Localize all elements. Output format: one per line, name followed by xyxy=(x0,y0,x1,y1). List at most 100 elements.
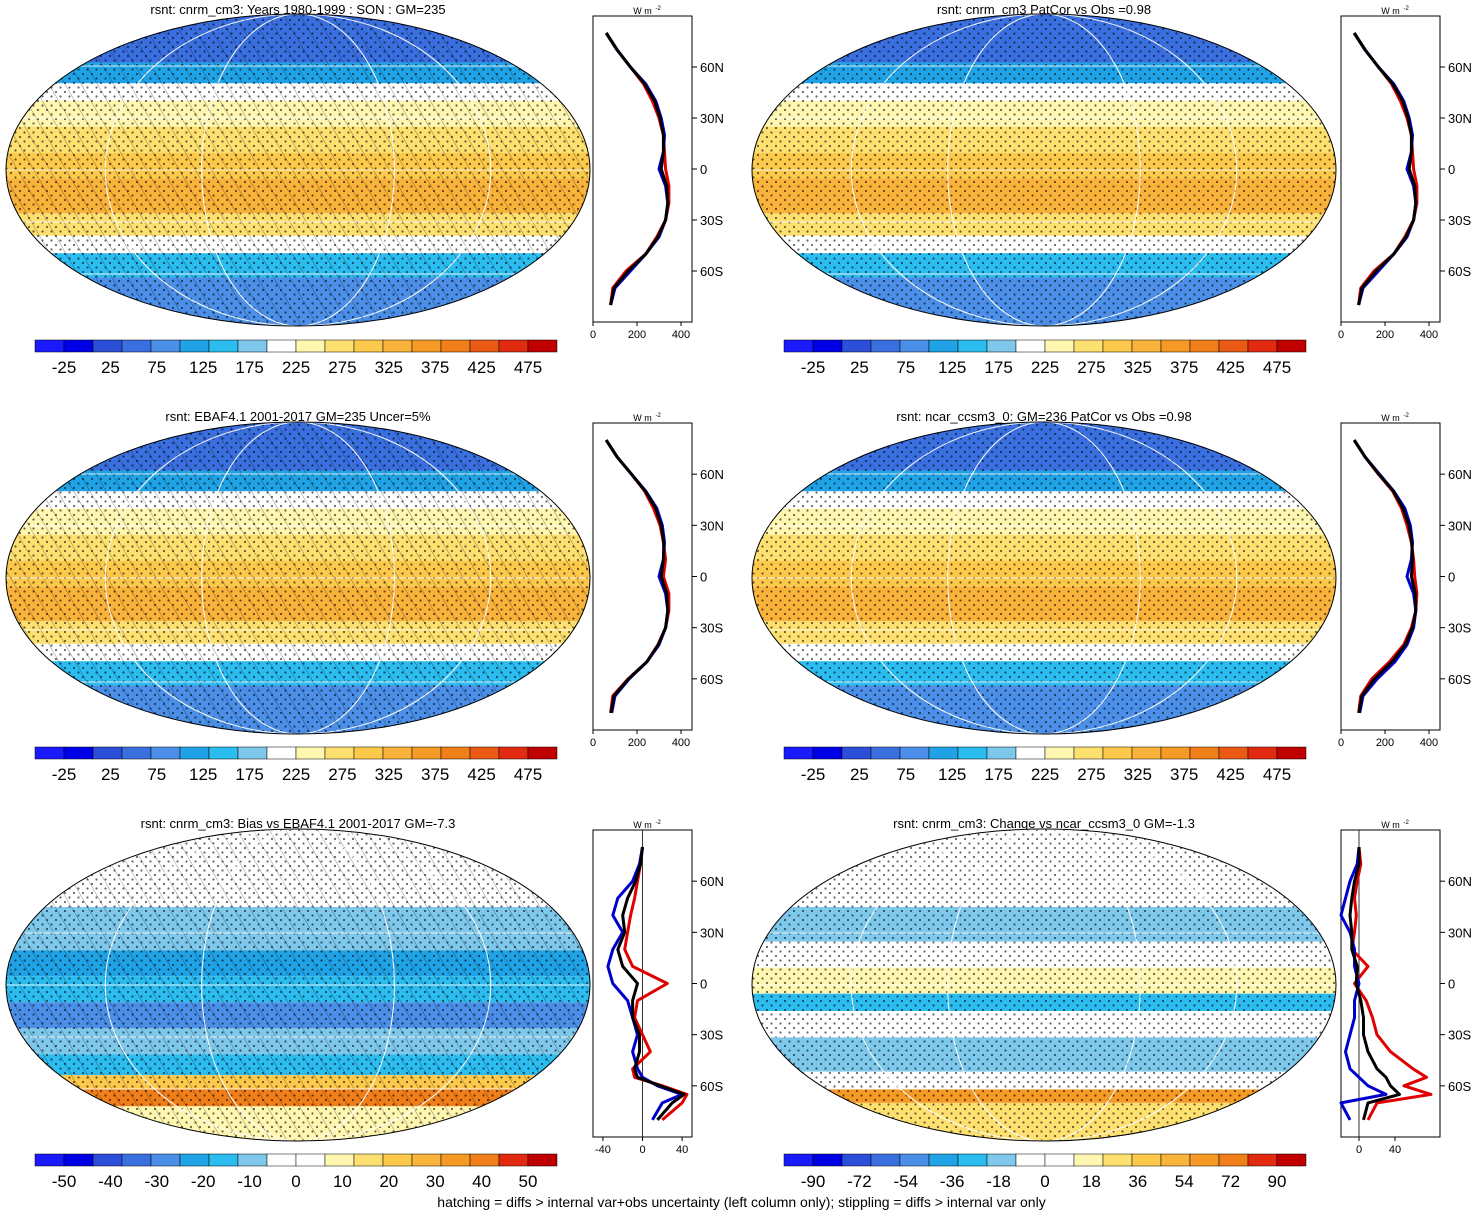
graticule-meridian xyxy=(104,422,492,734)
colorbar: -25 25 75 125 175 225 275 325 375 425 475 xyxy=(34,746,558,784)
colorbar-swatch xyxy=(1131,746,1162,760)
colorbar-swatch xyxy=(783,1153,814,1167)
profile-xlabel: 0 xyxy=(1338,737,1344,749)
colorbar-label: 75 xyxy=(147,358,166,377)
profile-ylabel: 60S xyxy=(700,264,723,279)
colorbar-swatch xyxy=(498,339,529,353)
colorbar-swatch xyxy=(870,1153,901,1167)
profile-xlabel: 0 xyxy=(590,329,596,341)
colorbar-label: 275 xyxy=(1077,765,1105,784)
colorbar-swatch xyxy=(812,339,843,353)
colorbar-swatch xyxy=(411,339,442,353)
profile-frame xyxy=(1340,15,1441,323)
colorbar-swatch xyxy=(812,746,843,760)
colorbar-swatch xyxy=(411,746,442,760)
map-field xyxy=(752,422,1336,734)
profile-units: W m xyxy=(633,413,652,423)
profile-units: W m xyxy=(1381,820,1400,830)
colorbar-swatch xyxy=(1102,339,1133,353)
panel-6: rsnt: cnrm_cm3: Change vs ncar_ccsm3_0 G… xyxy=(751,816,1472,1191)
profile-xlabel: 0 xyxy=(639,1144,645,1156)
colorbar-swatch xyxy=(986,1153,1017,1167)
zonal-profile: W m -2 60N 30N 0 30S 60S 0 200 400 xyxy=(1338,413,1472,749)
zonal-profile: W m -2 60N 30N 0 30S 60S -40 0 40 xyxy=(592,820,724,1156)
colorbar-swatch xyxy=(498,746,529,760)
profile-ylabel: 60S xyxy=(1448,672,1471,687)
profile-units: W m xyxy=(633,6,652,16)
colorbar-label: 225 xyxy=(1031,765,1059,784)
profile-ylabel: 30S xyxy=(1448,213,1471,228)
profile-ylabel: 30N xyxy=(1448,518,1472,533)
colorbar-swatch xyxy=(527,746,558,760)
colorbar-swatch xyxy=(870,746,901,760)
colorbar-swatch xyxy=(295,1153,326,1167)
profile-ylabel: 30S xyxy=(1448,621,1471,636)
colorbar-swatch xyxy=(150,1153,181,1167)
profile-ylabel: 0 xyxy=(1448,977,1455,992)
colorbar-label: 225 xyxy=(282,358,310,377)
panel-2: rsnt: cnrm_cm3 PatCor vs Obs =0.98 -25 25 7… xyxy=(751,2,1472,377)
profile-ylabel: 60N xyxy=(1448,467,1472,482)
profile-ylabel: 0 xyxy=(700,570,707,585)
colorbar-label: 175 xyxy=(235,765,263,784)
colorbar-swatch xyxy=(783,746,814,760)
zonal-profile: W m -2 60N 30N 0 30S 60S 0 200 400 xyxy=(590,6,724,341)
profile-xlabel: 400 xyxy=(1420,329,1438,341)
profile-ylabel: 60N xyxy=(700,874,724,889)
profile-xlabel: 400 xyxy=(1420,737,1438,749)
colorbar-swatch xyxy=(1131,339,1162,353)
profile-ylabel: 60S xyxy=(700,672,723,687)
profile-units: W m xyxy=(633,820,652,830)
profile-xlabel: 400 xyxy=(672,737,690,749)
colorbar-swatch xyxy=(469,746,500,760)
colorbar-swatch xyxy=(208,339,239,353)
graticule-meridian xyxy=(104,14,492,326)
profile-ylabel: 60N xyxy=(1448,60,1472,75)
colorbar-swatch xyxy=(1073,339,1104,353)
map-field xyxy=(6,14,590,326)
colorbar-label: 275 xyxy=(328,358,356,377)
colorbar-label: 475 xyxy=(1263,765,1291,784)
map-outline xyxy=(5,421,591,735)
profile-ylabel: 30N xyxy=(1448,925,1472,940)
colorbar-swatch xyxy=(324,339,355,353)
colorbar-swatch xyxy=(899,746,930,760)
colorbar-label: -25 xyxy=(801,358,826,377)
graticule-meridian xyxy=(104,829,492,1141)
colorbar-label: 225 xyxy=(1031,358,1059,377)
colorbar-swatch xyxy=(34,746,65,760)
colorbar-label: 0 xyxy=(1040,1172,1049,1191)
colorbar-swatch xyxy=(1044,1153,1075,1167)
colorbar-label: 36 xyxy=(1128,1172,1147,1191)
graticule-meridian xyxy=(201,829,395,1141)
profile-ylabel: 30S xyxy=(700,213,723,228)
graticule-meridian xyxy=(201,14,395,326)
colorbar-label: 72 xyxy=(1221,1172,1240,1191)
colorbar-swatch xyxy=(1073,746,1104,760)
panel-4: rsnt: ncar_ccsm3_0: GM=236 PatCor vs Obs… xyxy=(751,409,1472,784)
colorbar-label: 425 xyxy=(467,358,495,377)
colorbar-swatch xyxy=(1247,339,1278,353)
colorbar-swatch xyxy=(928,746,959,760)
colorbar-label: -25 xyxy=(52,765,77,784)
profile-units-superscript: -2 xyxy=(656,820,662,826)
panel-5: rsnt: cnrm_cm3: Bias vs EBAF4.1 2001-201… xyxy=(5,816,724,1191)
colorbar-swatch xyxy=(870,339,901,353)
colorbar: -25 25 75 125 175 225 275 325 375 425 475 xyxy=(783,746,1307,784)
colorbar-label: 475 xyxy=(514,765,542,784)
zonal-profile: W m -2 60N 30N 0 30S 60S 0 200 400 xyxy=(1338,6,1472,341)
colorbar-label: -72 xyxy=(847,1172,872,1191)
colorbar-swatch xyxy=(63,339,94,353)
colorbar-swatch xyxy=(1160,339,1191,353)
profile-xlabel: 0 xyxy=(590,737,596,749)
profile-ylabel: 30S xyxy=(700,621,723,636)
colorbar-label: 75 xyxy=(896,358,915,377)
zonal-profile: W m -2 60N 30N 0 30S 60S 0 40 xyxy=(1339,820,1472,1156)
colorbar: -25 25 75 125 175 225 275 325 375 425 475 xyxy=(34,339,558,377)
colorbar-label: 175 xyxy=(984,358,1012,377)
colorbar-label: 75 xyxy=(896,765,915,784)
map-field xyxy=(6,829,590,1141)
profile-xlabel: 200 xyxy=(628,737,646,749)
colorbar-swatch xyxy=(899,339,930,353)
